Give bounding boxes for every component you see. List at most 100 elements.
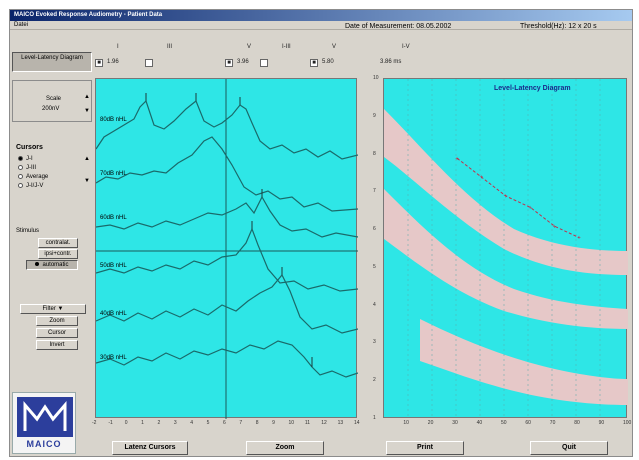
- cursor-checkbox[interactable]: [145, 59, 153, 67]
- waveform-x-tick: 9: [272, 420, 275, 426]
- latency-y-tick: 10: [373, 75, 379, 81]
- level-latency-chart[interactable]: + + + + + + Level-Latency Diagram: [383, 78, 628, 419]
- trace-label: 80dB nHL: [100, 117, 127, 123]
- stimulus-label: Stimulus: [16, 228, 40, 234]
- invert-side-button[interactable]: Invert: [36, 340, 78, 350]
- trace-40db: [96, 273, 358, 334]
- cursor-group-2: III: [145, 44, 205, 74]
- waveform-x-tick: 2: [157, 420, 161, 426]
- menu-file[interactable]: Datei: [14, 22, 29, 28]
- ipsi-contr-button[interactable]: ipsi+contr.: [38, 249, 78, 259]
- waveform-x-tick: 4: [190, 420, 194, 426]
- trace-50db: [96, 227, 358, 292]
- waveform-x-tick: 12: [321, 420, 327, 426]
- cursor-group-5: V ■ 5.80: [310, 44, 370, 74]
- radio-label: Average: [26, 174, 49, 180]
- latency-x-tick: 40: [476, 420, 483, 426]
- logo-m-icon: [23, 400, 67, 431]
- radio-label: J-III: [26, 165, 36, 171]
- latency-point[interactable]: +: [577, 236, 581, 242]
- trace-30db: [96, 340, 358, 378]
- waveform-x-tick: 8: [255, 420, 259, 426]
- latency-y-tick: 3: [373, 339, 376, 346]
- waveform-x-tick: 0: [124, 420, 128, 426]
- cursor-name: I: [117, 44, 119, 50]
- trace-70db: [96, 136, 358, 212]
- zoom-side-button[interactable]: Zoom: [36, 316, 78, 326]
- latency-x-tick: 50: [501, 420, 507, 426]
- cursor-option-2[interactable]: Average: [18, 174, 48, 180]
- latency-x-tick: 70: [549, 420, 556, 426]
- latency-point[interactable]: +: [504, 194, 508, 200]
- latency-x-tick: 20: [427, 420, 434, 426]
- norm-band-1: [384, 109, 628, 275]
- latency-y-tick: 5: [373, 263, 376, 270]
- cursor-down-icon[interactable]: ▼: [84, 178, 90, 184]
- cursor-group-6: I-V 3.86 ms: [380, 44, 440, 74]
- radio-label: J-I: [26, 156, 33, 162]
- latency-y-tick: 8: [373, 150, 376, 157]
- radio-icon: [18, 174, 23, 179]
- level-latency-mode-button[interactable]: Level-Latency Diagram: [12, 52, 92, 72]
- cursor-option-1[interactable]: J-III: [18, 165, 36, 171]
- filter-select[interactable]: Filter ▼: [20, 304, 86, 314]
- latency-cursors-button[interactable]: Latenz Cursors: [112, 441, 188, 455]
- threshold-value: 12 x 20 s: [568, 23, 597, 30]
- scale-group: [12, 80, 92, 122]
- radio-icon: [18, 183, 23, 188]
- zoom-button[interactable]: Zoom: [246, 441, 324, 455]
- cursor-checkbox[interactable]: ■: [95, 59, 103, 67]
- waveform-x-tick: 11: [304, 420, 311, 426]
- maico-logo-text: MAICO: [26, 439, 62, 449]
- trace-label: 70dB nHL: [100, 171, 127, 177]
- cursor-name: I-V: [402, 44, 410, 50]
- automatic-label: automatic: [42, 262, 69, 268]
- scale-down-icon[interactable]: ▼: [84, 108, 90, 114]
- waveform-svg: [96, 79, 358, 419]
- maico-logo: MAICO: [12, 392, 76, 454]
- scale-up-icon[interactable]: ▲: [84, 94, 90, 100]
- filter-label: Filter: [42, 306, 56, 312]
- trace-label: 60dB nHL: [100, 215, 127, 221]
- latency-point[interactable]: +: [553, 224, 557, 230]
- cursor-option-3[interactable]: J-I/J-V: [18, 183, 43, 189]
- threshold-info: Threshold(Hz): 12 x 20 s: [520, 23, 597, 30]
- quit-button[interactable]: Quit: [530, 441, 608, 455]
- scale-value[interactable]: 200nV: [42, 106, 60, 112]
- waveform-x-tick: 5: [206, 420, 210, 426]
- waveform-plot[interactable]: 80dB nHL 70dB nHL 60dB nHL 50dB nHL 40dB…: [95, 78, 358, 419]
- trace-label: 30dB nHL: [100, 355, 127, 361]
- print-button[interactable]: Print: [386, 441, 464, 455]
- waveform-x-tick: 10: [288, 420, 295, 426]
- cursor-checkbox[interactable]: [260, 59, 268, 67]
- cursor-checkbox[interactable]: ■: [225, 59, 233, 67]
- waveform-x-tick: 6: [223, 420, 226, 426]
- latency-point[interactable]: +: [528, 205, 532, 211]
- latency-y-tick: 4: [373, 301, 376, 308]
- waveform-x-tick: 13: [337, 420, 344, 426]
- waveform-x-tick: 1: [141, 420, 144, 426]
- cursor-option-0[interactable]: J-I: [18, 156, 33, 162]
- radio-icon: [18, 165, 23, 170]
- contralat-button[interactable]: contralat.: [38, 238, 78, 248]
- latency-y-tick: 1: [373, 415, 376, 421]
- latency-x-tick: 100: [623, 420, 632, 426]
- latency-y-tick: 2: [373, 377, 376, 384]
- radio-label: J-I/J-V: [26, 183, 44, 189]
- radio-icon: [18, 156, 23, 161]
- cursor-side-button[interactable]: Cursor: [36, 328, 78, 338]
- cursor-name: I-III: [282, 44, 291, 50]
- maico-logo-mark-icon: [17, 397, 73, 437]
- cursor-checkbox[interactable]: ■: [310, 59, 318, 67]
- cursor-bar: I ■ 1.96 III V ■ 3.96 I-III V ■ 5.80 I-V…: [95, 44, 535, 74]
- latency-point[interactable]: +: [480, 175, 484, 181]
- latency-point[interactable]: +: [455, 156, 459, 162]
- latency-y-tick: 7: [373, 188, 376, 195]
- latency-line: [456, 157, 580, 239]
- cursor-group-1: I ■ 1.96: [95, 44, 155, 74]
- date-value: 08.05.2002: [416, 23, 452, 30]
- automatic-button[interactable]: automatic: [26, 260, 78, 270]
- latency-chart-title: Level-Latency Diagram: [494, 85, 571, 92]
- cursor-up-icon[interactable]: ▲: [84, 156, 90, 162]
- waveform-x-tick: 14: [354, 420, 360, 426]
